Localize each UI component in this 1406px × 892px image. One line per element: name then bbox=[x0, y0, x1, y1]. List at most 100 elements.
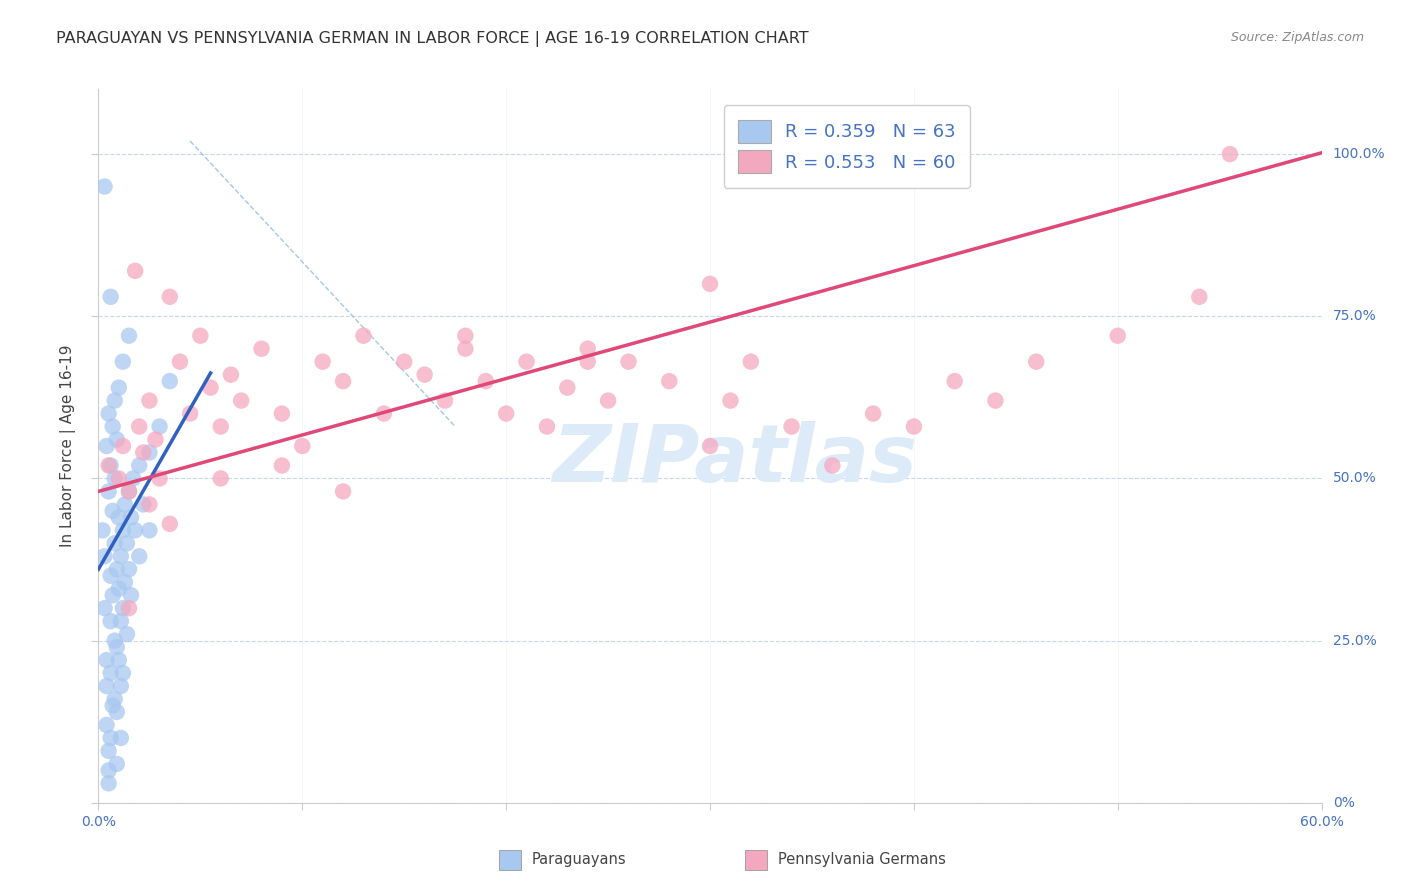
Point bbox=[104, 536, 127, 550]
Point bbox=[576, 342, 599, 356]
Text: Paraguayans: Paraguayans bbox=[531, 852, 627, 867]
Point bbox=[128, 419, 150, 434]
Point bbox=[120, 588, 142, 602]
Point bbox=[454, 342, 477, 356]
Point bbox=[209, 471, 232, 485]
Point bbox=[231, 393, 253, 408]
Point bbox=[100, 614, 122, 628]
Point bbox=[108, 653, 131, 667]
Point bbox=[312, 354, 335, 368]
Point bbox=[100, 458, 122, 473]
Point bbox=[124, 264, 146, 278]
Point bbox=[114, 497, 136, 511]
Point bbox=[598, 393, 620, 408]
Point bbox=[105, 756, 128, 771]
Point bbox=[104, 692, 127, 706]
Point bbox=[93, 549, 115, 564]
Text: Source: ZipAtlas.com: Source: ZipAtlas.com bbox=[1230, 31, 1364, 45]
Point bbox=[536, 419, 558, 434]
Point bbox=[104, 471, 127, 485]
Point bbox=[115, 536, 138, 550]
Point bbox=[699, 439, 721, 453]
Point bbox=[138, 393, 160, 408]
Point bbox=[270, 458, 294, 473]
Point bbox=[100, 568, 122, 582]
Point bbox=[110, 549, 132, 564]
Point bbox=[291, 439, 314, 453]
Point bbox=[110, 731, 132, 745]
Point bbox=[110, 679, 132, 693]
Point bbox=[658, 374, 681, 388]
Text: PARAGUAYAN VS PENNSYLVANIA GERMAN IN LABOR FORCE | AGE 16-19 CORRELATION CHART: PARAGUAYAN VS PENNSYLVANIA GERMAN IN LAB… bbox=[56, 31, 808, 47]
Point bbox=[93, 179, 115, 194]
Point bbox=[138, 524, 160, 538]
Point bbox=[821, 458, 844, 473]
Point bbox=[118, 328, 141, 343]
Text: Pennsylvania Germans: Pennsylvania Germans bbox=[778, 852, 946, 867]
Point bbox=[110, 614, 132, 628]
Point bbox=[780, 419, 803, 434]
Point bbox=[105, 640, 128, 654]
Point bbox=[474, 374, 498, 388]
Point bbox=[903, 419, 925, 434]
Point bbox=[169, 354, 191, 368]
Point bbox=[100, 666, 122, 681]
Point bbox=[96, 439, 118, 453]
Point bbox=[96, 718, 118, 732]
Point bbox=[97, 744, 120, 758]
Point bbox=[943, 374, 966, 388]
Point bbox=[91, 524, 114, 538]
Text: 25.0%: 25.0% bbox=[1333, 633, 1376, 648]
Point bbox=[145, 433, 167, 447]
Point bbox=[1107, 328, 1129, 343]
Point bbox=[1188, 290, 1211, 304]
Point bbox=[96, 653, 118, 667]
Point bbox=[138, 445, 160, 459]
Point bbox=[434, 393, 457, 408]
Point bbox=[159, 374, 181, 388]
Point bbox=[862, 407, 884, 421]
Point bbox=[111, 666, 134, 681]
Point bbox=[124, 524, 146, 538]
Point bbox=[97, 776, 120, 790]
Point bbox=[332, 484, 354, 499]
Point bbox=[219, 368, 242, 382]
Point bbox=[718, 393, 742, 408]
Point bbox=[740, 354, 762, 368]
Point bbox=[149, 471, 172, 485]
Point bbox=[200, 381, 222, 395]
Point bbox=[373, 407, 395, 421]
Legend: R = 0.359   N = 63, R = 0.553   N = 60: R = 0.359 N = 63, R = 0.553 N = 60 bbox=[724, 105, 970, 188]
Point bbox=[209, 419, 232, 434]
Point bbox=[159, 516, 181, 531]
Point bbox=[114, 575, 136, 590]
Point bbox=[128, 458, 150, 473]
Point bbox=[108, 582, 131, 596]
Point bbox=[555, 381, 579, 395]
Text: ZIPatlas: ZIPatlas bbox=[553, 421, 917, 500]
Text: 0%: 0% bbox=[1333, 796, 1354, 810]
Point bbox=[270, 407, 294, 421]
Point bbox=[138, 497, 160, 511]
Point bbox=[250, 342, 273, 356]
Point bbox=[118, 601, 141, 615]
Point bbox=[984, 393, 1007, 408]
Point bbox=[118, 562, 141, 576]
Point bbox=[100, 731, 122, 745]
Point bbox=[122, 471, 145, 485]
Point bbox=[392, 354, 416, 368]
Point bbox=[495, 407, 517, 421]
Point bbox=[104, 633, 127, 648]
Point bbox=[132, 445, 155, 459]
Point bbox=[413, 368, 436, 382]
Point bbox=[352, 328, 374, 343]
Point bbox=[128, 549, 150, 564]
Point bbox=[100, 290, 122, 304]
Point bbox=[118, 484, 141, 499]
Point bbox=[111, 601, 134, 615]
Point bbox=[108, 381, 131, 395]
Point bbox=[101, 588, 124, 602]
Point bbox=[101, 504, 124, 518]
Point bbox=[97, 484, 120, 499]
Text: 100.0%: 100.0% bbox=[1333, 147, 1385, 161]
